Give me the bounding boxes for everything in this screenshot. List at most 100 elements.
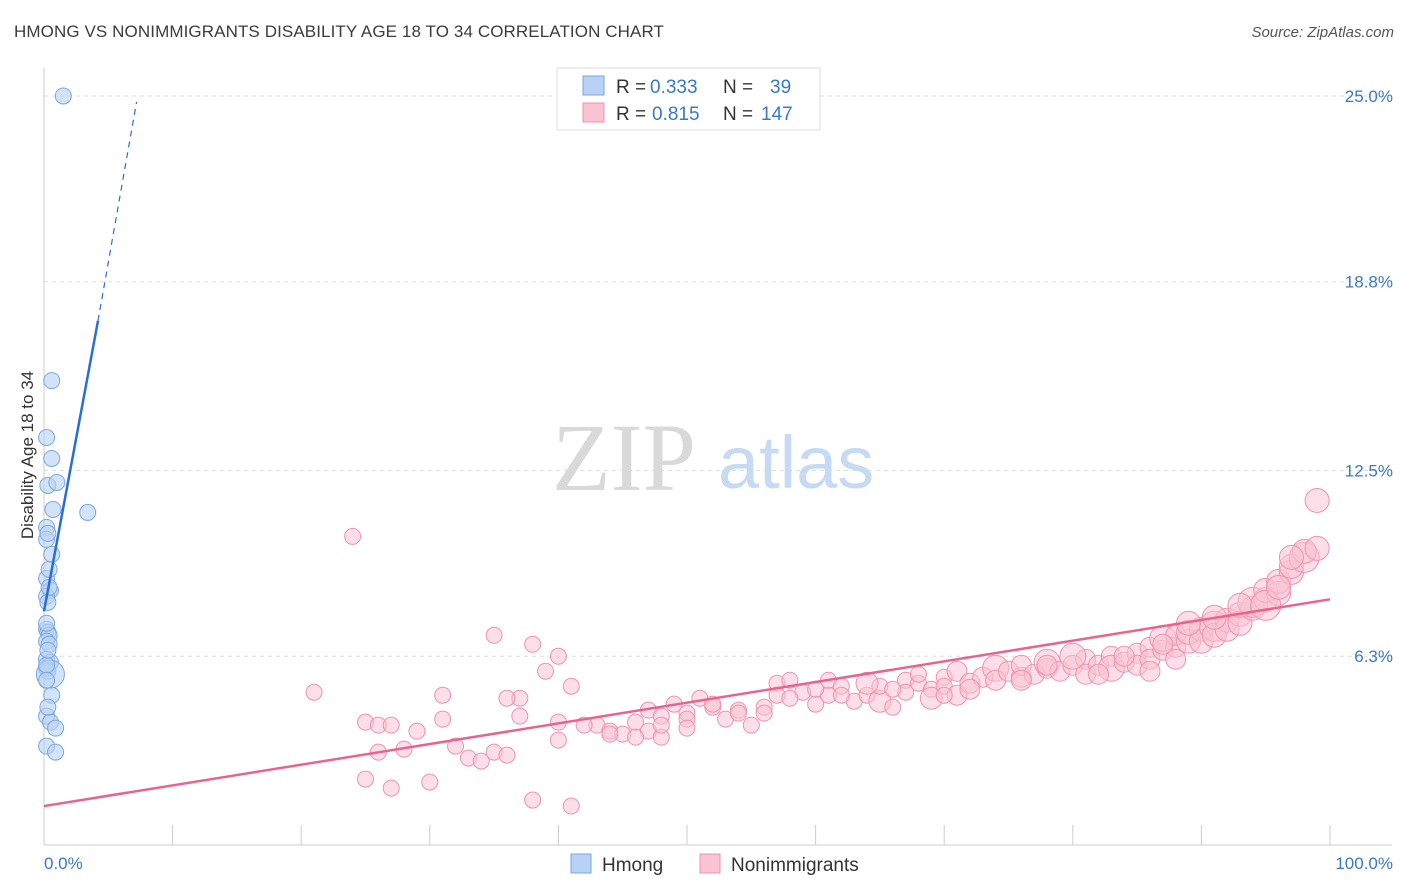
hmong-point xyxy=(43,545,61,563)
nonimmigrants-point xyxy=(575,716,593,734)
nonimmigrants-point xyxy=(357,770,374,788)
chart-title: HMONG VS NONIMMIGRANTS DISABILITY AGE 18… xyxy=(14,22,665,41)
hmong-point xyxy=(39,524,57,542)
watermark-zip: ZIP xyxy=(552,404,696,511)
x-tick-labels: 0.0% 100.0% xyxy=(44,854,1393,873)
nonimmigrants-point xyxy=(549,647,567,665)
y-tick-label: 18.8% xyxy=(1345,273,1393,292)
nonimmigrants-point xyxy=(447,737,465,755)
gridlines xyxy=(44,95,1392,657)
nonimmigrants-point xyxy=(1152,633,1174,655)
nonimmigrants-point xyxy=(524,635,542,653)
nonimmigrants-point xyxy=(884,680,902,698)
hmong-point xyxy=(54,87,72,105)
nonimmigrants-point xyxy=(472,752,490,770)
nonimmigrants-point xyxy=(627,728,645,746)
nonimmigrants-point xyxy=(652,716,670,734)
nonimmigrants-point xyxy=(832,686,850,704)
chart-source: Source: ZipAtlas.com xyxy=(1251,24,1394,41)
nonimmigrants-point xyxy=(884,698,902,716)
hmong-trend-line xyxy=(42,320,100,612)
y-tick-label: 12.5% xyxy=(1345,461,1393,480)
hmong-point xyxy=(43,450,61,468)
legend-swatch-nonimmigrants xyxy=(582,102,605,123)
nonimmigrants-point xyxy=(1165,648,1187,670)
nonimmigrants-point xyxy=(434,710,452,728)
hmong-point xyxy=(38,671,56,689)
hmong-point xyxy=(39,641,57,659)
bottom-legend-swatch-nonimmigrants xyxy=(699,853,721,874)
hmong-point xyxy=(79,503,97,521)
hmong-trend-extension xyxy=(97,101,138,321)
nonimmigrants-point xyxy=(959,678,981,700)
nonimmigrants-point xyxy=(1304,535,1330,561)
hmong-point xyxy=(47,719,65,737)
hmong-point xyxy=(39,698,57,716)
nonimmigrants-point xyxy=(946,660,968,682)
legend-r-label: R = xyxy=(616,77,646,98)
legend-n-value-hmong: 39 xyxy=(770,77,791,98)
y-tick-label: 6.3% xyxy=(1354,647,1393,666)
hmong-point xyxy=(38,656,56,674)
nonimmigrants-point xyxy=(549,731,567,749)
nonimmigrants-point xyxy=(1304,487,1330,513)
nonimmigrants-point xyxy=(382,716,400,734)
nonimmigrants-point xyxy=(1278,544,1304,570)
legend-r-value-hmong: 0.333 xyxy=(650,77,698,98)
hmong-point xyxy=(40,560,58,578)
hmong-point xyxy=(44,500,62,518)
trend-lines xyxy=(42,101,1331,808)
legend-r-label: R = xyxy=(616,104,646,125)
nonimmigrants-point xyxy=(498,689,516,707)
legend-swatch-hmong xyxy=(582,75,605,96)
nonimmigrants-point xyxy=(344,527,362,545)
nonimmigrants-point xyxy=(781,671,799,689)
hmong-point xyxy=(43,372,61,390)
nonimmigrants-point xyxy=(498,746,516,764)
nonimmigrants-point xyxy=(1036,654,1058,676)
nonimmigrants-point xyxy=(935,686,953,704)
bottom-legend-swatch-hmong xyxy=(570,853,592,874)
hmong-point xyxy=(38,614,56,632)
legend: R = 0.333 N = 39 R = 0.815 N = 147 xyxy=(556,67,821,131)
y-axis-title: Disability Age 18 to 34 xyxy=(18,371,37,539)
nonimmigrants-point xyxy=(1010,669,1032,691)
nonimmigrants-point xyxy=(755,704,773,722)
nonimmigrants-point xyxy=(511,707,529,725)
y-tick-labels: 6.3% 12.5% 18.8% 25.0% xyxy=(1345,87,1393,666)
nonimmigrants-point xyxy=(601,725,619,743)
nonimmigrants-point xyxy=(909,665,927,683)
legend-n-label: N = xyxy=(723,104,753,125)
nonimmigrants-point xyxy=(382,779,400,797)
nonimmigrants-trend-line xyxy=(43,598,1331,808)
nonimmigrants-point xyxy=(562,797,580,815)
nonimmigrants-point xyxy=(1088,663,1110,685)
nonimmigrants-point xyxy=(742,716,760,734)
nonimmigrants-points xyxy=(305,487,1330,815)
nonimmigrants-point xyxy=(1139,660,1161,682)
y-tick-label: 25.0% xyxy=(1345,87,1393,106)
watermark: ZIP atlas xyxy=(552,404,874,511)
nonimmigrants-point xyxy=(1059,642,1087,670)
x-tick-label: 0.0% xyxy=(44,854,83,873)
nonimmigrants-point xyxy=(1113,645,1135,667)
bottom-legend-nonimmigrants: Nonimmigrants xyxy=(731,855,859,876)
x-tick-label: 100.0% xyxy=(1335,854,1393,873)
hmong-point xyxy=(38,429,56,447)
nonimmigrants-point xyxy=(729,704,747,722)
bottom-legend: Hmong Nonimmigrants xyxy=(570,853,859,876)
hmong-point xyxy=(48,473,66,491)
legend-r-value-nonimmigrants: 0.815 xyxy=(652,104,700,125)
legend-n-label: N = xyxy=(723,77,753,98)
watermark-atlas: atlas xyxy=(718,421,874,504)
nonimmigrants-point xyxy=(408,722,426,740)
hmong-point xyxy=(47,743,65,761)
legend-n-value-nonimmigrants: 147 xyxy=(761,104,793,125)
nonimmigrants-point xyxy=(562,677,580,695)
nonimmigrants-point xyxy=(421,773,439,791)
nonimmigrants-point xyxy=(781,689,799,707)
nonimmigrants-point xyxy=(855,671,879,695)
nonimmigrants-point xyxy=(678,719,696,737)
nonimmigrants-point xyxy=(485,626,503,644)
